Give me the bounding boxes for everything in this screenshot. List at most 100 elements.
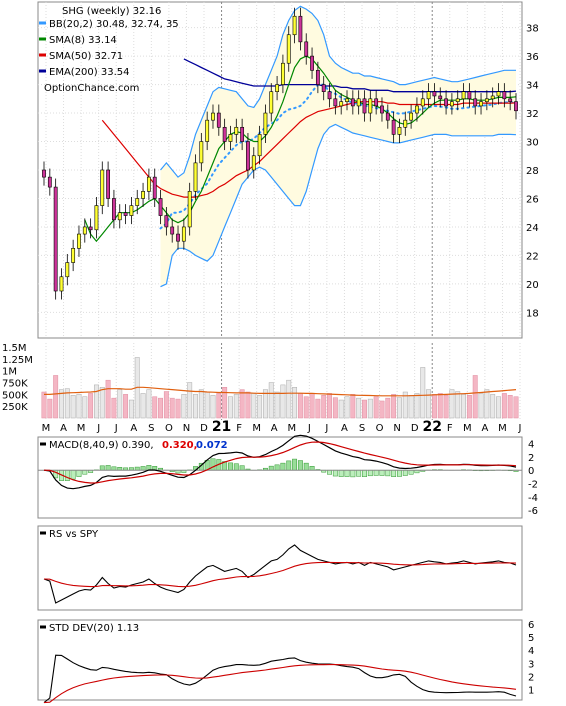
volume-bar: [53, 375, 59, 419]
volume-bar: [198, 389, 204, 419]
x-tick-label: A: [341, 423, 348, 434]
macd-histogram-bar: [64, 469, 70, 481]
x-tick-label: J: [518, 423, 522, 434]
macd-histogram-bar: [402, 469, 408, 476]
macd-histogram-bar: [367, 469, 373, 477]
candle-body: [298, 15, 303, 43]
candle-body: [205, 119, 210, 142]
price-tick-label: 28: [526, 166, 539, 177]
volume-bar: [379, 400, 385, 419]
candle-body: [508, 98, 513, 102]
volume-bar: [169, 397, 175, 419]
legend-label: BB(20,2) 30.48, 32.74, 35: [49, 19, 179, 30]
macd-histogram-bar: [99, 465, 105, 471]
candle-body: [193, 162, 198, 192]
x-tick-label: M: [252, 423, 261, 434]
macd-histogram-bar: [373, 469, 379, 476]
macd-histogram-bar: [274, 464, 280, 471]
candle-body: [135, 198, 140, 206]
macd-tick-label: 2: [528, 453, 534, 464]
candle-body: [484, 98, 489, 102]
candle-body: [170, 226, 175, 235]
volume-bar: [292, 387, 298, 419]
candle-body: [112, 198, 116, 221]
bb-middle-line: [159, 83, 517, 230]
volume-bar: [82, 396, 88, 419]
volume-bar: [466, 395, 472, 419]
volume-bar: [140, 393, 146, 419]
volume-bar: [461, 394, 467, 419]
volume-bar: [88, 393, 94, 419]
candle-body: [211, 112, 215, 121]
std-tick-label: 5: [528, 633, 534, 644]
macd-histogram-bar: [268, 465, 274, 471]
candle-body: [216, 112, 221, 128]
x-tick-label: M: [42, 423, 51, 434]
volume-bar: [280, 384, 286, 419]
candle-body: [152, 176, 157, 199]
macd-tick-label: 4: [528, 440, 534, 451]
x-tick-label: 22: [422, 419, 441, 435]
candle-body: [304, 41, 309, 57]
candle-body: [479, 101, 483, 107]
macd-signal-line: [43, 441, 517, 484]
macd-histogram-bar: [280, 462, 286, 471]
price-tick-label: 22: [526, 251, 539, 262]
chart-title: SHG (weekly) 32.16: [62, 6, 161, 17]
candle-body: [269, 91, 274, 114]
std-tick-label: 3: [528, 659, 534, 670]
macd-histogram-bar: [309, 466, 315, 471]
x-tick-label: J: [307, 423, 311, 434]
candle-body: [350, 98, 355, 107]
candle-body: [59, 276, 64, 292]
volume-bar: [478, 393, 484, 419]
x-tick-label: N: [183, 423, 190, 434]
volume-bar: [268, 382, 274, 419]
candle-body: [286, 34, 291, 64]
price-tick-label: 18: [526, 308, 539, 319]
candle-body: [47, 176, 52, 188]
candle-body: [333, 98, 338, 107]
candle-body: [123, 212, 128, 216]
macd-value2: 0.072: [196, 440, 228, 451]
volume-bar: [99, 387, 105, 419]
volume-tick-label: 1M: [2, 367, 17, 378]
x-tick-label: J: [96, 423, 100, 434]
volume-bar: [507, 395, 513, 419]
candle-body: [234, 126, 239, 135]
macd-histogram-bar: [397, 469, 402, 477]
volume-bar: [496, 396, 501, 419]
x-tick-label: J: [114, 423, 118, 434]
volume-bar: [397, 397, 402, 419]
volume-bar: [327, 393, 332, 419]
volume-bar: [490, 394, 496, 419]
price-tick-label: 36: [526, 52, 539, 63]
volume-bar: [362, 399, 367, 419]
candle-body: [222, 126, 227, 142]
macd-tick-label: -6: [528, 506, 538, 517]
candle-body: [146, 176, 151, 192]
candle-body: [444, 98, 448, 107]
x-tick-label: S: [359, 423, 365, 434]
candle-body: [345, 98, 349, 102]
macd-histogram-bar: [233, 463, 239, 471]
std-average-line: [43, 664, 517, 704]
volume-tick-label: 750K: [2, 379, 28, 390]
volume-bar: [501, 393, 507, 419]
macd-histogram-bar: [105, 465, 111, 471]
candle-body: [339, 101, 344, 107]
volume-bar: [111, 397, 117, 419]
x-tick-label: O: [165, 423, 173, 434]
macd-histogram-bar: [350, 469, 356, 478]
candle-body: [65, 262, 70, 278]
volume-bar: [245, 391, 251, 419]
x-tick-label: A: [481, 423, 488, 434]
volume-bar: [431, 394, 437, 419]
price-tick-label: 34: [526, 81, 539, 92]
macd-histogram-bar: [76, 469, 82, 477]
candle-body: [321, 84, 326, 92]
bb-lower-line: [160, 123, 517, 288]
macd-histogram-bar: [344, 469, 350, 477]
std-line: [43, 654, 517, 704]
